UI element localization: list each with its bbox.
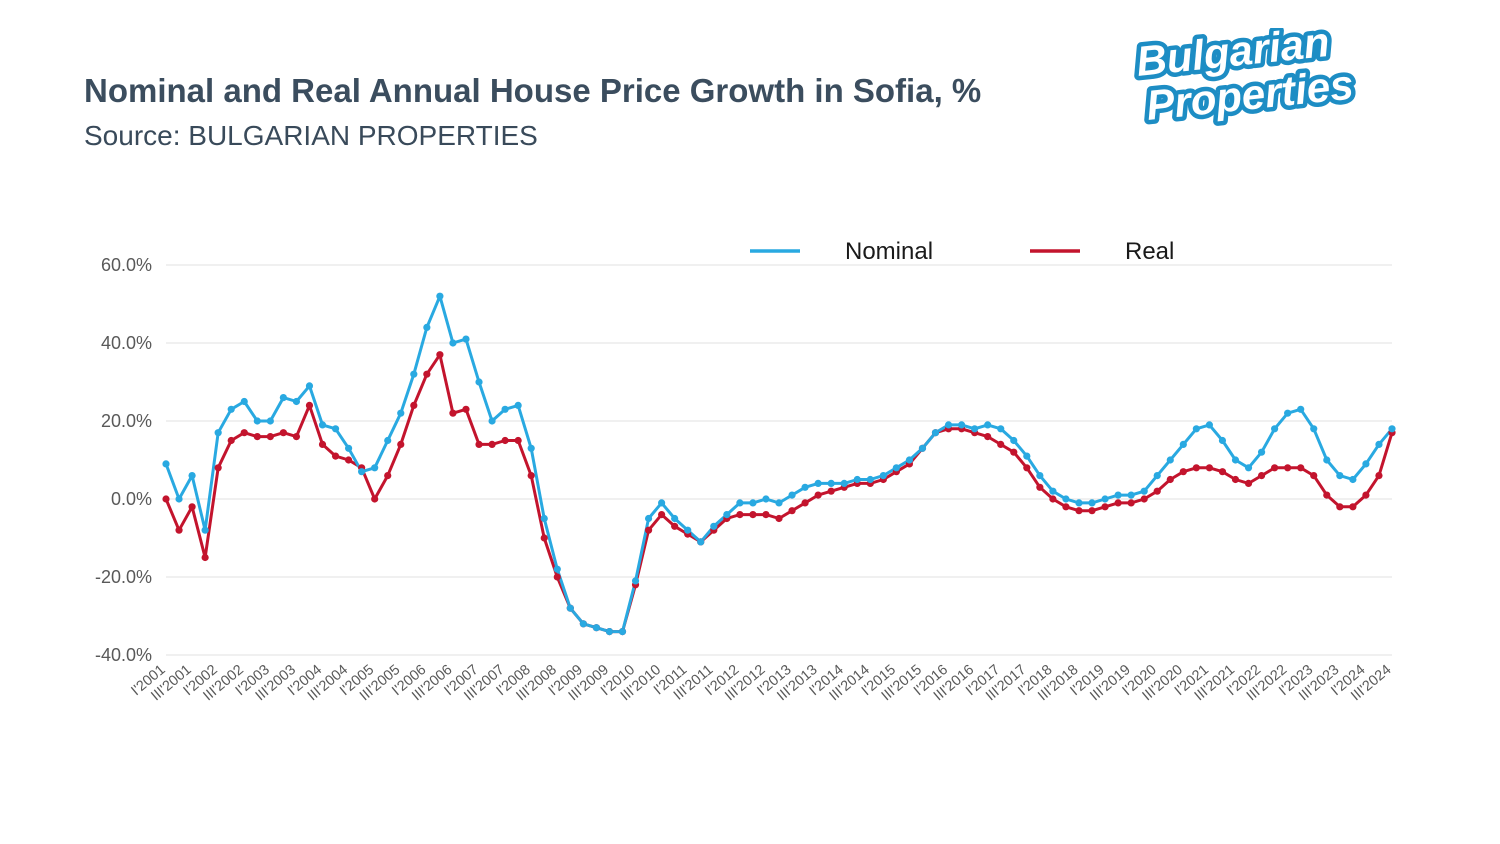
svg-text:Nominal: Nominal	[845, 238, 933, 265]
svg-text:0.0%: 0.0%	[111, 489, 152, 509]
svg-text:40.0%: 40.0%	[101, 333, 152, 353]
svg-text:20.0%: 20.0%	[101, 411, 152, 431]
svg-text:60.0%: 60.0%	[101, 255, 152, 275]
svg-text:Real: Real	[1125, 238, 1174, 265]
svg-text:-20.0%: -20.0%	[95, 567, 152, 587]
svg-text:-40.0%: -40.0%	[95, 645, 152, 665]
